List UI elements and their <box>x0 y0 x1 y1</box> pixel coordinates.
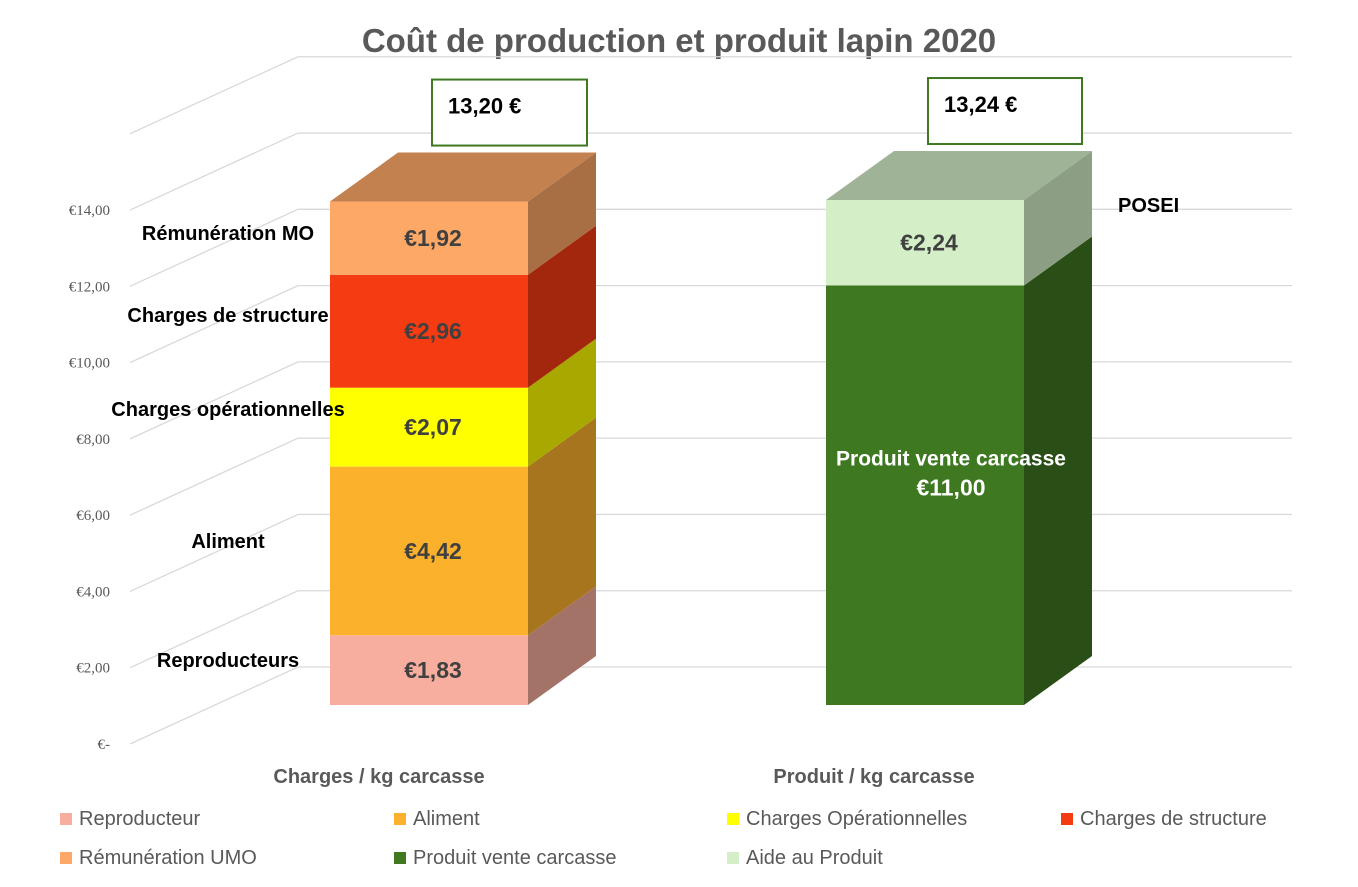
y-tick-label: €2,00 <box>76 661 110 677</box>
legend-swatch <box>727 813 739 825</box>
legend-swatch <box>394 813 406 825</box>
y-axis-ticks: €- €2,00 €4,00 €6,00 €8,00 €10,00 €12,00 €14,00 <box>69 203 110 753</box>
total-label: 13,24 € <box>944 92 1017 117</box>
gridline-side <box>129 437 299 516</box>
data-label: €2,07 <box>404 414 462 440</box>
gridline-side <box>129 56 299 135</box>
y-tick-label: €8,00 <box>76 432 110 448</box>
category-label: Produit / kg carcasse <box>773 766 974 788</box>
bar-segment-side <box>528 338 596 467</box>
y-tick-label: €6,00 <box>76 508 110 524</box>
data-label: €1,92 <box>404 225 462 251</box>
bar-segment-front <box>330 387 528 467</box>
bar-segment-side <box>528 152 596 275</box>
bar-segment-front <box>330 466 528 636</box>
data-labels: €1,83 €4,42 €2,07 €2,96 €1,92 €11,00 Produit v… <box>111 77 1179 683</box>
bar-segment-front <box>330 274 528 388</box>
bar-segment-side <box>528 225 596 388</box>
bar-top-face <box>330 152 596 202</box>
y-tick-label: €10,00 <box>69 356 110 372</box>
y-tick-label: €14,00 <box>69 203 110 219</box>
gridline-side <box>129 590 299 669</box>
bar-segment-side <box>1024 236 1092 705</box>
legend-entry: Aide au Produit <box>746 847 883 869</box>
data-label: €11,00 <box>916 474 985 500</box>
bar-top-face <box>826 151 1092 201</box>
legend-entry: Rémunération UMO <box>79 847 257 869</box>
data-label: €4,42 <box>404 538 462 564</box>
gridline-side <box>129 132 299 211</box>
bar-segment-front <box>826 200 1024 286</box>
data-label: €2,96 <box>404 318 462 344</box>
series-annotation: Produit vente carcasse <box>836 447 1066 470</box>
total-box <box>431 78 588 147</box>
chart-title: Coût de production et produit lapin 2020 <box>362 22 996 59</box>
data-label: €2,24 <box>900 230 958 256</box>
bar-segment-side <box>528 586 596 705</box>
series-annotation: Charges de structure <box>127 305 328 327</box>
legend-swatch <box>60 852 72 864</box>
bars <box>330 151 1092 705</box>
gridline-side <box>129 208 299 287</box>
category-label: Charges / kg carcasse <box>273 766 484 788</box>
gridline-side <box>129 666 299 745</box>
legend: Reproducteur Aliment Charges Opérationnell… <box>60 808 1267 869</box>
legend-entry: Charges Opérationnelles <box>746 808 967 830</box>
category-labels: Charges / kg carcasse Produit / kg carcas… <box>273 766 974 788</box>
legend-entry: Aliment <box>413 808 480 830</box>
legend-entry: Charges de structure <box>1080 808 1267 830</box>
legend-swatch <box>1061 813 1073 825</box>
total-box <box>927 77 1083 146</box>
series-annotation: Charges opérationnelles <box>111 399 344 421</box>
series-annotation: Aliment <box>191 531 265 553</box>
bar-segment-side <box>1024 151 1092 286</box>
total-label: 13,20 € <box>448 94 521 119</box>
y-tick-label: €12,00 <box>69 279 110 295</box>
y-tick-label: €4,00 <box>76 584 110 600</box>
series-annotation: Reproducteurs <box>157 650 299 672</box>
legend-swatch <box>60 813 72 825</box>
legend-swatch <box>394 852 406 864</box>
gridline-side <box>129 513 299 593</box>
bar-segment-side <box>528 417 596 636</box>
series-annotation: Rémunération MO <box>142 223 314 245</box>
gridline-side <box>129 361 299 440</box>
bar-segment-front <box>330 635 528 705</box>
legend-entry: Reproducteur <box>79 808 201 830</box>
y-tick-label: €- <box>98 737 111 753</box>
legend-swatch <box>727 852 739 864</box>
legend-entry: Produit vente carcasse <box>413 847 616 869</box>
data-label: €1,83 <box>404 657 462 683</box>
bar-segment-front <box>826 285 1024 705</box>
bar-segment-front <box>330 201 528 275</box>
gridline-side <box>129 285 299 364</box>
series-annotation: POSEI <box>1118 195 1179 217</box>
